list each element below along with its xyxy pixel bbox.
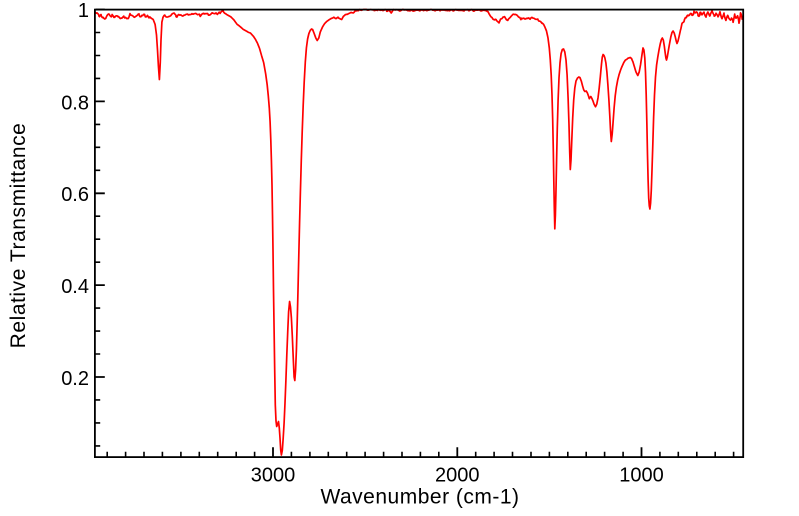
svg-text:0.2: 0.2 xyxy=(61,368,89,390)
svg-text:0.4: 0.4 xyxy=(61,276,89,298)
svg-text:0.8: 0.8 xyxy=(61,92,89,114)
svg-text:Relative Transmittance: Relative Transmittance xyxy=(7,123,30,349)
svg-text:0.6: 0.6 xyxy=(61,184,89,206)
svg-text:1: 1 xyxy=(78,0,89,22)
svg-text:Wavenumber (cm-1): Wavenumber (cm-1) xyxy=(320,486,519,509)
